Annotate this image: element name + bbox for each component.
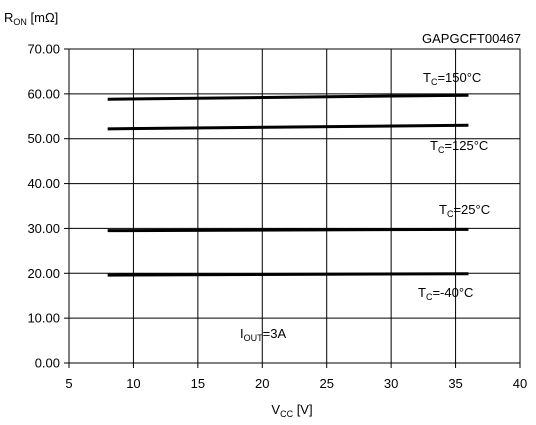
series-label-25c: TC=25°C: [439, 202, 490, 219]
series-line: [107, 93, 469, 101]
series-line: [107, 123, 469, 131]
y-tick-label: 30.00: [27, 221, 60, 236]
x-tick-label: 35: [448, 376, 462, 391]
y-tick-label: 20.00: [27, 266, 60, 281]
series-label-minus40c: TC=-40°C: [418, 285, 473, 302]
x-axis-label: VCC [V]: [271, 402, 312, 419]
y-tick-label: 60.00: [27, 86, 60, 101]
series-lines: [107, 93, 469, 277]
x-tick-label: 40: [513, 376, 527, 391]
y-tick-label: 50.00: [27, 131, 60, 146]
series-label-125c: TC=125°C: [430, 138, 488, 155]
figure-code: GAPGCFT00467: [422, 31, 521, 46]
series-line: [107, 227, 469, 233]
series-label-150c: TC=150°C: [423, 70, 481, 87]
plot-frame: [68, 48, 521, 364]
y-tick-label: 70.00: [27, 42, 60, 57]
x-tick-label: 5: [65, 376, 72, 391]
y-tick-label: 40.00: [27, 176, 60, 191]
series-labels: TC=150°C TC=125°C TC=25°C TC=-40°C: [418, 70, 490, 302]
axis-ticks: 5 10 15 20 25 30 35 40 0.00 10.00 20.00 30.00 40.00 5…: [27, 42, 527, 392]
x-tick-label: 10: [126, 376, 140, 391]
y-tick-label: 10.00: [27, 311, 60, 326]
y-axis-label: RON [mΩ]: [4, 10, 58, 27]
condition-label: IOUT=3A: [240, 326, 286, 343]
series-line: [107, 272, 469, 277]
x-tick-label: 20: [255, 376, 269, 391]
grid-lines: [69, 49, 520, 363]
x-tick-label: 25: [319, 376, 333, 391]
x-tick-label: 30: [384, 376, 398, 391]
y-tick-label: 0.00: [35, 356, 60, 371]
x-tick-label: 15: [191, 376, 205, 391]
